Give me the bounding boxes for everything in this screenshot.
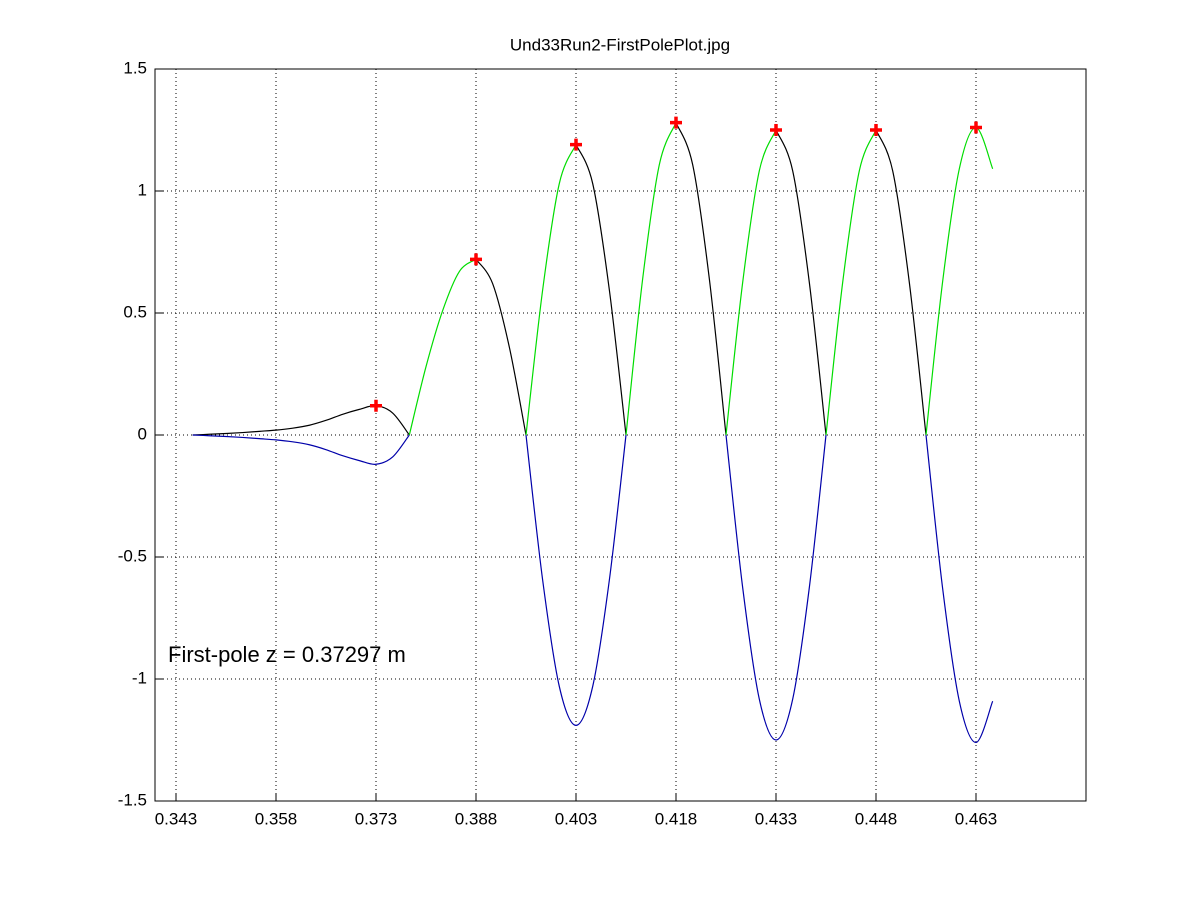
peak-marker <box>870 124 882 136</box>
peak-marker <box>770 124 782 136</box>
x-tick-label: 0.373 <box>355 809 398 828</box>
y-tick-label: -1 <box>132 668 147 687</box>
annotation: First-pole z = 0.37297 m <box>168 642 406 667</box>
line-series <box>192 122 927 436</box>
y-tick-label: 1 <box>138 180 147 199</box>
x-tick-label: 0.463 <box>955 809 998 828</box>
x-tick-label: 0.358 <box>255 809 298 828</box>
x-tick-label: 0.418 <box>655 809 698 828</box>
line-series <box>408 122 994 436</box>
grid: -1.5 -1 -0.5 0 0.5 1 1.5 0.343 0.358 0.373 0.388 0.… <box>118 58 1086 828</box>
x-tick-label: 0.433 <box>755 809 798 828</box>
line-series <box>192 434 994 744</box>
peak-marker <box>370 399 382 412</box>
peak-marker <box>470 253 482 266</box>
y-tick-label: 0.5 <box>123 302 147 321</box>
x-tick-label: 0.388 <box>455 809 498 828</box>
axes-box <box>154 68 1087 802</box>
y-tick-label: -0.5 <box>118 546 147 565</box>
peak-marker <box>670 116 682 129</box>
x-tick-label: 0.343 <box>155 809 198 828</box>
peak-marker <box>570 138 582 151</box>
x-tick-label: 0.448 <box>855 809 898 828</box>
y-tick-label: 1.5 <box>123 58 147 77</box>
x-tick-label: 0.403 <box>555 809 598 828</box>
y-tick-label: 0 <box>138 424 147 443</box>
y-tick-label: -1.5 <box>118 790 147 809</box>
chart-title: Und33Run2-FirstPolePlot.jpg <box>510 35 730 54</box>
peak-marker <box>970 121 982 134</box>
plot-area <box>192 116 994 744</box>
